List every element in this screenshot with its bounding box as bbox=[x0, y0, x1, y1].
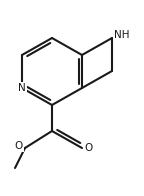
Text: O: O bbox=[15, 141, 23, 151]
Text: NH: NH bbox=[114, 30, 129, 40]
Text: N: N bbox=[18, 83, 26, 93]
Text: O: O bbox=[84, 143, 92, 153]
